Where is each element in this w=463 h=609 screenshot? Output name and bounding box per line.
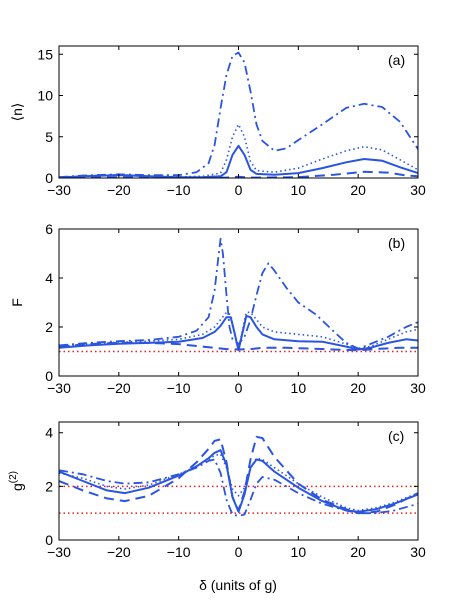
x-tick-label: 30 <box>410 544 426 560</box>
x-tick-label: −10 <box>167 544 191 560</box>
series-line-dotted <box>59 123 418 178</box>
series-line-solid <box>59 144 418 178</box>
y-axis-label: g(2) <box>8 471 25 491</box>
y-tick-label: 0 <box>45 368 53 384</box>
y-tick-label: 15 <box>37 46 53 62</box>
y-tick-label: 6 <box>45 221 53 237</box>
series-line-solid <box>59 315 418 352</box>
y-axis-label: ⟨n⟩ <box>9 103 25 122</box>
panel-c: −30 −20 −10 0 10 20 30 0 2 4 (c) g(2) <box>8 421 426 560</box>
x-tick-label: 10 <box>291 380 307 396</box>
panel-label: (a) <box>388 52 405 68</box>
panel-label: (c) <box>388 428 404 444</box>
x-tick-label: 0 <box>235 380 243 396</box>
x-tick-label: −30 <box>47 182 71 198</box>
series-line-dotted <box>59 453 418 512</box>
y-axis-label: F <box>9 298 25 307</box>
axes-frame <box>58 228 419 377</box>
y-tick-label: 4 <box>45 425 53 441</box>
x-tick-label: 30 <box>410 380 426 396</box>
x-tick-label: 20 <box>350 182 366 198</box>
y-tick-label: 4 <box>45 270 53 286</box>
x-tick-label: 20 <box>350 380 366 396</box>
series-line-dashed <box>59 435 418 515</box>
panel-label: (b) <box>388 235 405 251</box>
panel-b: −30 −20 −10 0 10 20 30 0 2 4 6 (b) F <box>9 221 426 396</box>
x-tick-label: 30 <box>410 182 426 198</box>
plot-area <box>59 51 418 178</box>
series-line-dashdot <box>59 458 418 517</box>
y-tick-label: 2 <box>45 319 53 335</box>
x-axis-label: δ (units of g) <box>199 577 277 593</box>
series-line-dashed <box>59 341 418 352</box>
series-line-dashed <box>59 170 418 178</box>
series-line-dashdot <box>59 237 418 350</box>
panel-a: −30 −20 −10 0 10 20 30 0 5 10 15 (a) ⟨n⟩ <box>9 45 426 198</box>
x-tick-label: 10 <box>291 544 307 560</box>
x-tick-label: −30 <box>47 380 71 396</box>
y-tick-label: 2 <box>45 478 53 494</box>
x-tick-label: −10 <box>167 380 191 396</box>
y-tick-label: 0 <box>45 170 53 186</box>
y-tick-label: 10 <box>37 88 53 104</box>
y-tick-label: 5 <box>45 129 53 145</box>
series-line-solid <box>59 449 418 513</box>
x-tick-label: −20 <box>107 380 131 396</box>
x-tick-label: 0 <box>235 182 243 198</box>
x-tick-label: −20 <box>107 544 131 560</box>
x-tick-label: −20 <box>107 182 131 198</box>
x-tick-label: −10 <box>167 182 191 198</box>
plot-area <box>59 237 418 353</box>
y-tick-label: 0 <box>45 532 53 548</box>
plot-area <box>59 435 418 517</box>
x-tick-label: 20 <box>350 544 366 560</box>
axes-frame <box>58 421 419 541</box>
x-tick-label: 10 <box>291 182 307 198</box>
x-tick-label: 0 <box>235 544 243 560</box>
x-tick-label: −30 <box>47 544 71 560</box>
